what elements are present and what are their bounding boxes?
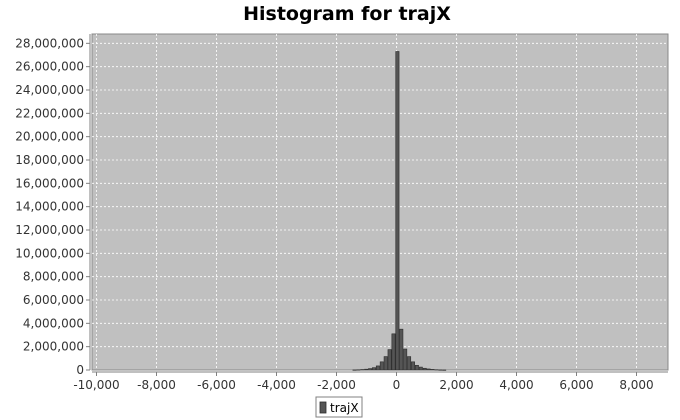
x-tick-label: 4,000 [499,378,533,392]
histogram-bar [434,369,439,371]
histogram-bars [352,51,447,371]
y-tick-label: 14,000,000 [15,200,84,214]
y-tick-label: 8,000,000 [23,270,84,284]
histogram-bar [407,356,412,371]
histogram-bar [375,365,380,371]
y-tick-label: 18,000,000 [15,153,84,167]
histogram-bar [442,369,447,371]
x-tick-label: 6,000 [559,378,593,392]
y-tick-label: 10,000,000 [15,246,84,260]
axes [86,34,668,376]
x-tick-labels: -10,000 -8,000 -6,000 -4,000 -2,000 0 2,000 4,0… [73,378,653,392]
histogram-bar [360,369,365,371]
chart-title: Histogram for trajX [243,3,451,25]
x-tick-label: -8,000 [137,378,176,392]
legend: trajX [315,396,363,418]
histogram-bar [403,348,408,371]
histogram-bar [368,368,373,371]
histogram-bar [418,366,423,371]
histogram-bar [372,367,376,371]
x-tick-label: -2,000 [317,378,356,392]
y-tick-labels: 0 2,000,000 4,000,000 6,000,000 8,000,000 10,… [15,36,84,377]
histogram-bar [391,333,396,371]
histogram-bar [422,367,427,371]
histogram-bar [356,369,361,371]
histogram-bar [395,51,400,371]
x-tick-label: 2,000 [439,378,473,392]
legend-label: trajX [330,401,359,415]
x-tick-label: -10,000 [73,378,119,392]
legend-box [315,396,363,418]
histogram-bar [426,368,431,371]
plot-area [91,33,669,371]
x-tick-label: 0 [393,378,401,392]
y-tick-label: 24,000,000 [15,83,84,97]
y-tick-label: 16,000,000 [15,176,84,190]
y-tick-label: 22,000,000 [15,106,84,120]
histogram-bar [387,349,392,371]
histogram-bar [438,369,443,371]
y-tick-label: 12,000,000 [15,223,84,237]
y-tick-label: 26,000,000 [15,60,84,74]
histogram-bar [411,361,415,371]
y-tick-label: 2,000,000 [23,340,84,354]
histogram-bar [430,369,435,371]
legend-swatch [319,401,327,414]
histogram-bar [379,361,384,371]
x-tick-label: -6,000 [197,378,236,392]
x-tick-label: -4,000 [257,378,296,392]
histogram-bar [352,369,357,371]
gridlines [92,34,668,370]
y-tick-label: 4,000,000 [23,316,84,330]
histogram-bar [399,328,404,371]
y-tick-label: 20,000,000 [15,130,84,144]
histogram-bar [364,368,369,371]
histogram-bar [383,356,388,371]
y-tick-label: 0 [76,363,84,377]
histogram-bar [414,365,419,371]
x-tick-label: 8,000 [619,378,653,392]
y-tick-label: 6,000,000 [23,293,84,307]
y-tick-label: 28,000,000 [15,36,84,50]
